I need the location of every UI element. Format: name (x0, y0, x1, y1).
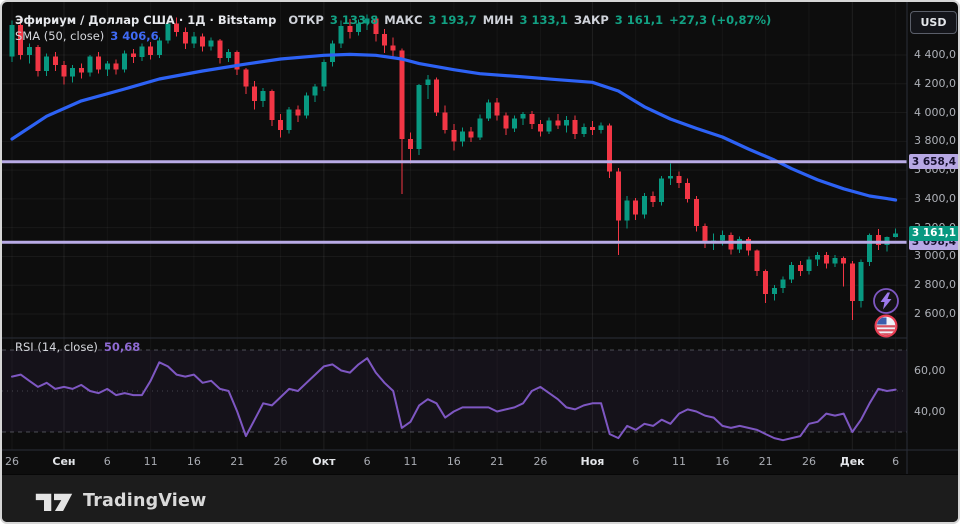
price-axis-tick[interactable]: 4 200,0 (914, 76, 956, 90)
rsi-axis-tick[interactable]: 60,00 (914, 363, 946, 377)
close-label: ЗАКР (573, 13, 609, 27)
symbol-title[interactable]: Эфириум / Доллар США · 1Д · Bitstamp (15, 13, 277, 27)
rsi-value: 50,68 (103, 340, 141, 354)
close-value: 3 161,1 (614, 13, 664, 27)
sma-value: 3 406,6 (110, 29, 159, 43)
time-axis-tick[interactable]: 21 (230, 455, 245, 468)
time-axis-tick[interactable]: 6 (892, 455, 900, 468)
price-axis-tick[interactable]: 3 000,0 (914, 249, 956, 263)
time-axis-tick[interactable]: 16 (715, 455, 730, 468)
time-axis-tick[interactable]: Дек (839, 455, 865, 468)
low-value: 3 133,1 (519, 13, 568, 27)
time-axis-tick[interactable]: 26 (533, 455, 548, 468)
time-axis-tick[interactable]: 6 (103, 455, 111, 468)
last-price-label[interactable]: 3 161,1 (909, 225, 958, 241)
time-axis-tick[interactable]: 16 (186, 455, 201, 468)
price-axis-tick[interactable]: 3 400,0 (914, 191, 956, 205)
level-price-label[interactable]: 3 658,4 (909, 154, 958, 170)
time-axis-tick[interactable]: 6 (363, 455, 371, 468)
price-axis-tick[interactable]: 4 000,0 (914, 105, 956, 119)
time-axis-tick[interactable]: Окт (312, 455, 336, 468)
price-axis-tick[interactable]: 3 800,0 (914, 134, 956, 148)
time-axis-tick[interactable]: 26 (5, 455, 19, 468)
price-axis-tick[interactable]: 4 400,0 (914, 48, 956, 61)
low-label: МИН (482, 13, 514, 27)
time-axis-tick[interactable]: 21 (490, 455, 505, 468)
time-axis-tick[interactable]: Ноя (580, 455, 605, 468)
high-label: МАКС (384, 13, 423, 27)
currency-usd-button[interactable]: USD (910, 11, 957, 34)
symbol-info-row: Эфириум / Доллар США · 1Д · Bitstamp ОТК… (15, 12, 771, 28)
change-value: +27,3 (+0,87%) (669, 13, 772, 27)
time-axis-tick[interactable]: 11 (672, 455, 687, 468)
price-axis-tick[interactable]: 2 800,0 (914, 278, 956, 292)
time-axis-tick[interactable]: 21 (758, 455, 773, 468)
time-axis-tick[interactable]: 11 (403, 455, 418, 468)
symbol-legend: Эфириум / Доллар США · 1Д · Bitstamp ОТК… (15, 12, 771, 44)
lightning-bolt-icon[interactable] (872, 287, 900, 315)
open-value: 3 133,8 (329, 13, 379, 27)
sma-label[interactable]: SMA (50, close) (15, 29, 105, 43)
time-axis-tick[interactable]: 26 (801, 455, 816, 468)
rsi-legend: RSI (14, close) 50,68 (15, 339, 140, 355)
time-axis-tick[interactable]: 26 (273, 455, 288, 468)
tradingview-logo-text[interactable]: TradingView (83, 490, 207, 511)
footer-bar: TradingView (2, 474, 958, 522)
time-axis-tick[interactable]: 11 (143, 455, 158, 468)
high-value: 3 193,7 (428, 13, 477, 27)
time-axis-tick[interactable]: 6 (632, 455, 640, 468)
time-axis-tick[interactable]: 16 (446, 455, 461, 468)
time-axis-tick[interactable]: Сен (52, 455, 76, 468)
tradingview-logo-icon[interactable] (34, 489, 74, 513)
sma-legend-row: SMA (50, close) 3 406,6 (15, 28, 771, 44)
flag-event-icon[interactable] (873, 313, 899, 339)
rsi-axis-tick[interactable]: 40,00 (914, 404, 946, 418)
price-axis-tick[interactable]: 2 600,0 (914, 307, 956, 320)
rsi-label[interactable]: RSI (14, close) (15, 340, 98, 354)
open-label: ОТКР (288, 13, 324, 27)
